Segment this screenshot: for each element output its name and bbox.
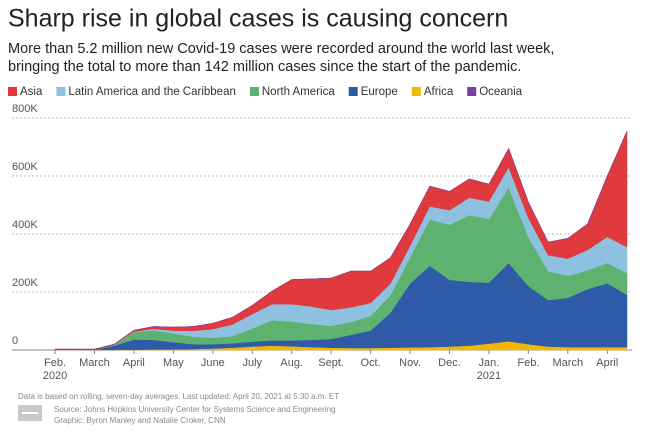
cnn-logo [18,405,42,421]
x-tick-label: June [201,357,225,369]
legend-swatch [467,87,477,96]
footnote: Data is based on rolling, seven-day aver… [18,392,339,401]
legend-swatch [8,87,17,96]
y-tick-label: 600K [12,161,38,173]
x-tick-label: Nov. [399,357,421,369]
x-tick-label: March [553,357,584,369]
y-tick-label: 0 [12,335,18,347]
x-tick-label-part: Jan. [479,357,500,369]
x-tick-label: May [163,357,184,369]
subtitle: More than 5.2 million new Covid-19 cases… [8,41,554,57]
legend-label: Latin America and the Caribbean [68,86,236,98]
source: Source: Johns Hopkins University Center … [54,405,335,414]
legend-swatch [411,87,421,96]
credit: Graphic: Byron Manley and Natalie Croker… [54,416,226,425]
legend-label: Europe [361,86,398,98]
plot [54,130,628,351]
x-tick-label: Feb. 2020 [43,357,67,382]
legend-label: Africa [424,86,454,98]
y-tick-label: 400K [12,219,38,231]
x-tick-label-part: 2020 [43,370,67,382]
x-tick-label: Jan. 2021 [477,357,501,382]
x-tick-label: Dec. [438,357,461,369]
legend-label: Asia [20,86,43,98]
legend: Asia Latin America and the Caribbean North… [8,86,523,98]
legend-label: Oceania [479,86,522,98]
x-tick-label: Oct. [361,357,381,369]
legend-label: North America [262,86,335,98]
x-tick-label-part: Feb. [44,357,66,369]
x-tick-label: April [123,357,145,369]
x-tick-label: Aug. [280,357,303,369]
x-tick-label: April [596,357,618,369]
legend-swatch [56,87,66,96]
chart-title: Sharp rise in global cases is causing co… [8,5,508,33]
area [55,130,628,350]
y-tick-label: 800K [12,103,38,115]
legend-swatch [348,87,358,96]
subtitle: bringing the total to more than 142 mill… [8,59,521,75]
x-tick-label: Feb. [517,357,539,369]
x-tick-label: Sept. [318,357,344,369]
x-tick-label: March [79,357,110,369]
x-tick-label-part: 2021 [477,370,501,382]
x-tick-label: July [242,357,262,369]
legend-swatch [249,87,259,96]
y-tick-label: 200K [12,277,38,289]
